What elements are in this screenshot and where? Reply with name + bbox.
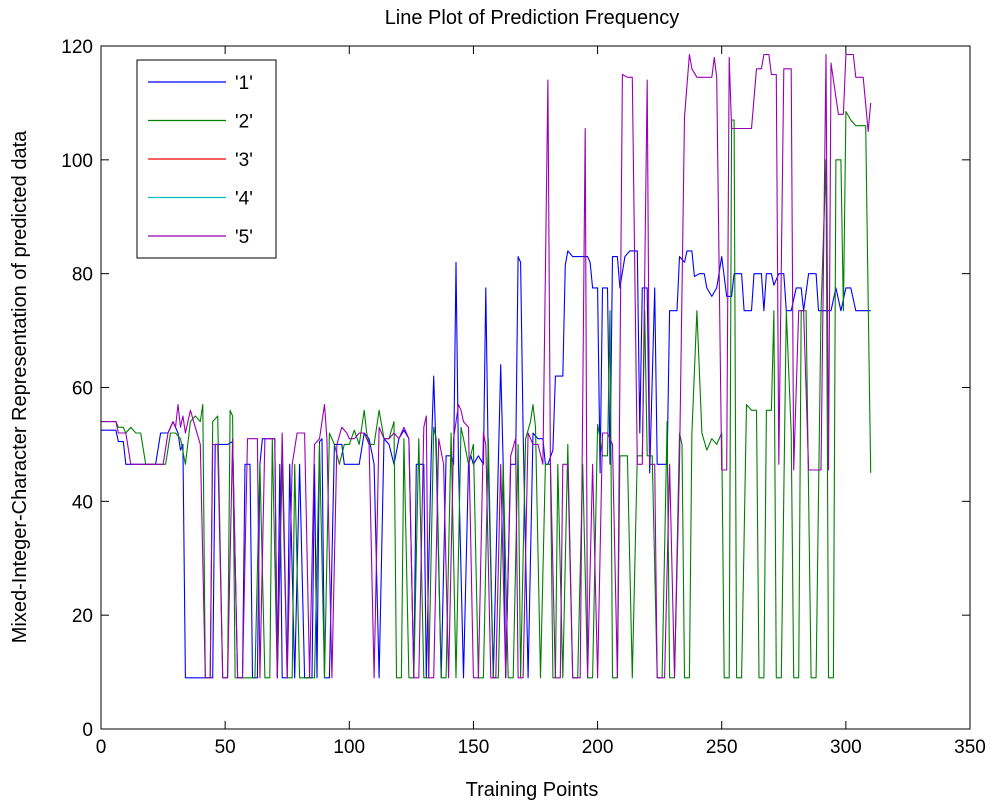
- series-line-5: [101, 53, 872, 679]
- y-tick-label: 20: [72, 606, 93, 627]
- chart-title: Line Plot of Prediction Frequency: [385, 7, 680, 29]
- legend-label-4: '4': [235, 189, 253, 210]
- x-tick-label: 100: [333, 737, 365, 758]
- legend-label-5: '5': [235, 227, 253, 248]
- y-tick-label: 60: [72, 379, 93, 400]
- x-tick-label: 200: [582, 737, 614, 758]
- legend-label-2: '2': [235, 112, 253, 133]
- y-tick-label: 0: [82, 720, 93, 741]
- legend-label-3: '3': [235, 150, 253, 171]
- x-tick-label: 350: [954, 737, 986, 758]
- y-tick-label: 100: [61, 151, 93, 172]
- legend-label-1: '1': [235, 73, 253, 94]
- y-tick-label: 120: [61, 37, 93, 58]
- legend: '1' '2' '3' '4' '5': [136, 59, 277, 259]
- y-tick-label: 80: [72, 265, 93, 286]
- y-axis-label: Mixed-Integer-Character Representation o…: [9, 130, 31, 643]
- x-axis-label: Training Points: [466, 779, 599, 801]
- x-tick-label: 150: [458, 737, 490, 758]
- plot-area: [101, 53, 872, 679]
- x-tick-label: 0: [96, 737, 107, 758]
- x-tick-label: 300: [830, 737, 862, 758]
- x-tick-label: 250: [706, 737, 738, 758]
- series-line-2: [101, 110, 872, 679]
- y-tick-label: 40: [72, 492, 93, 513]
- x-tick-label: 50: [215, 737, 236, 758]
- axis-ticks: 0 50 100 150 200 250 300 350 0 20 40 60 80 100 120: [61, 37, 986, 758]
